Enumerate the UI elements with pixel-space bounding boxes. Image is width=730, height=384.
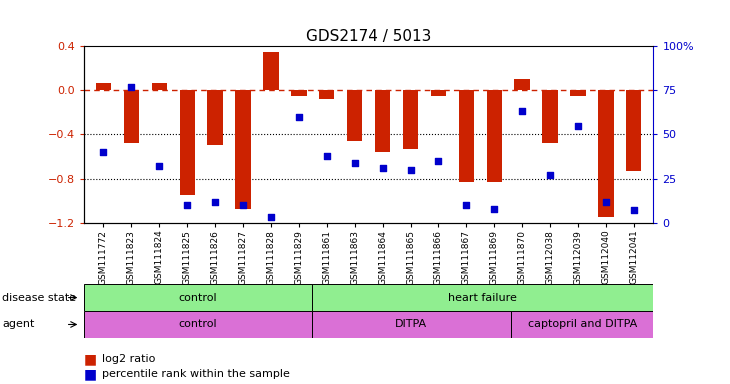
Point xyxy=(265,214,277,220)
Text: GDS2174 / 5013: GDS2174 / 5013 xyxy=(306,29,431,44)
Bar xyxy=(235,90,250,210)
Point xyxy=(98,149,110,155)
Bar xyxy=(291,90,307,96)
Point xyxy=(181,202,193,208)
Point xyxy=(572,122,584,129)
Bar xyxy=(570,90,585,96)
Text: agent: agent xyxy=(2,319,34,329)
Text: control: control xyxy=(179,293,217,303)
Text: DITPA: DITPA xyxy=(395,319,428,329)
Bar xyxy=(96,83,111,90)
Text: log2 ratio: log2 ratio xyxy=(102,354,155,364)
Bar xyxy=(458,90,474,182)
Bar xyxy=(152,83,167,90)
Bar xyxy=(180,90,195,195)
Bar xyxy=(84,284,312,311)
Text: ■: ■ xyxy=(84,352,97,366)
Point xyxy=(433,158,445,164)
Point xyxy=(153,163,165,169)
Bar xyxy=(312,311,511,338)
Point xyxy=(404,167,416,173)
Bar xyxy=(264,51,279,90)
Point xyxy=(210,199,221,205)
Bar xyxy=(207,90,223,146)
Text: heart failure: heart failure xyxy=(448,293,517,303)
Point xyxy=(237,202,249,208)
Bar xyxy=(319,90,334,99)
Text: ■: ■ xyxy=(84,367,97,381)
Bar xyxy=(511,311,653,338)
Bar xyxy=(123,90,139,143)
Point xyxy=(293,114,304,120)
Bar xyxy=(542,90,558,143)
Text: disease state: disease state xyxy=(2,293,77,303)
Bar xyxy=(598,90,614,217)
Text: captopril and DITPA: captopril and DITPA xyxy=(528,319,637,329)
Bar xyxy=(431,90,446,96)
Text: control: control xyxy=(179,319,217,329)
Point xyxy=(545,172,556,178)
Point xyxy=(377,165,388,171)
Bar xyxy=(487,90,502,182)
Bar xyxy=(347,90,362,141)
Bar xyxy=(515,79,530,90)
Bar xyxy=(626,90,642,171)
Bar xyxy=(403,90,418,149)
Point xyxy=(126,84,137,90)
Bar xyxy=(375,90,391,152)
Text: percentile rank within the sample: percentile rank within the sample xyxy=(102,369,290,379)
Point xyxy=(321,152,333,159)
Point xyxy=(600,199,612,205)
Point xyxy=(628,207,639,214)
Point xyxy=(461,202,472,208)
Point xyxy=(516,108,528,114)
Bar xyxy=(312,284,653,311)
Bar xyxy=(84,311,312,338)
Point xyxy=(349,160,361,166)
Point xyxy=(488,205,500,212)
